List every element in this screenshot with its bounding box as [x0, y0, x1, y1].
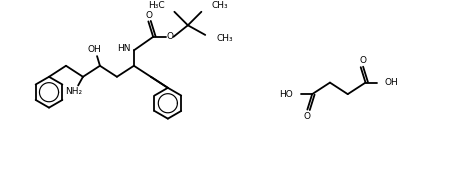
Text: OH: OH: [385, 78, 399, 87]
Text: O: O: [359, 56, 366, 65]
Text: O: O: [146, 11, 153, 20]
Text: NH₂: NH₂: [65, 87, 82, 96]
Text: HN: HN: [117, 44, 131, 53]
Text: CH₃: CH₃: [211, 2, 228, 10]
Text: O: O: [166, 32, 173, 41]
Text: CH₃: CH₃: [217, 34, 233, 43]
Text: HO: HO: [279, 90, 293, 99]
Text: H₃C: H₃C: [148, 2, 165, 10]
Text: OH: OH: [88, 45, 101, 54]
Text: O: O: [304, 112, 311, 121]
